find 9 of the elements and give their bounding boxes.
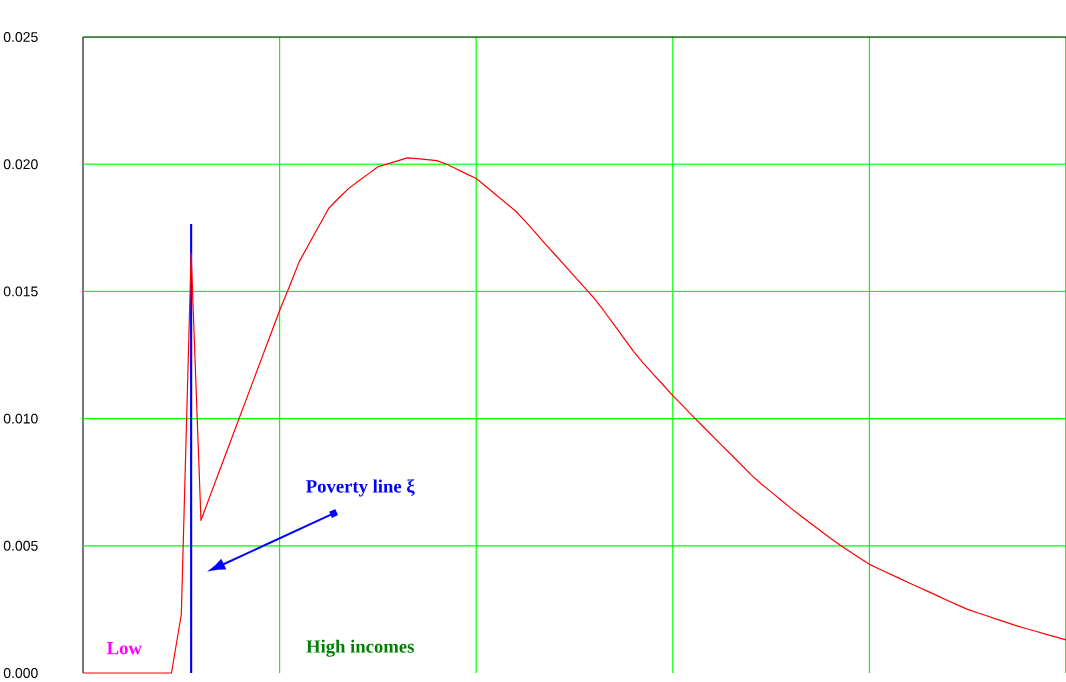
y-tick-label: 0.005 [3, 540, 38, 551]
y-tick-label: 0.010 [3, 413, 38, 424]
y-tick-label: 0.015 [3, 286, 38, 297]
y-tick-label: 0.025 [3, 32, 38, 42]
y-tick-label: 0.020 [3, 159, 38, 170]
y-tick-label: 0.000 [3, 668, 38, 678]
annotation: Low [106, 641, 142, 655]
annotation: High incomes [306, 639, 414, 657]
annotation: Poverty line ξ [306, 479, 415, 497]
